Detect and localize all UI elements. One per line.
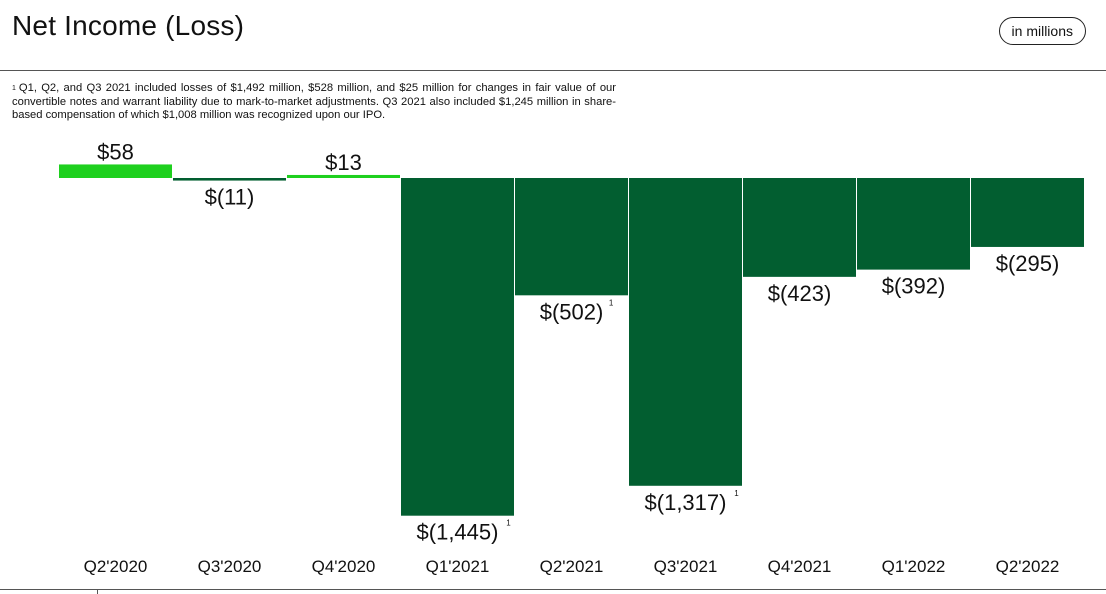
bar [629,178,742,486]
chart-title: Net Income (Loss) [12,10,245,41]
bar-value-label: $(502) [540,299,604,324]
bar-value-label: $(1,445) [417,520,499,545]
bar [173,178,286,181]
category-tick-label: Q3'2021 [654,557,718,576]
category-tick-label: Q2'2020 [84,557,148,576]
footnote-ref-marker: 1 [506,519,511,528]
bar-value-label: $58 [97,139,134,164]
footnote-ref-marker: 1 [734,489,739,498]
bar-value-label: $(423) [768,281,832,306]
bar-value-label: $13 [325,150,362,175]
category-tick-label: Q1'2021 [426,557,490,576]
bar [287,174,400,178]
category-tick-label: Q2'2021 [540,557,604,576]
bar [743,178,856,277]
footnote-ref-marker: 1 [609,298,614,307]
footer-divider [0,589,1106,590]
bar [971,178,1084,247]
bar [59,164,172,178]
footnote-marker: 1 [12,85,16,92]
category-tick-label: Q2'2022 [996,557,1060,576]
footer-tick [97,589,98,594]
category-tick-label: Q3'2020 [198,557,262,576]
category-tick-label: Q4'2021 [768,557,832,576]
bar [857,178,970,270]
bar-value-label: $(11) [205,185,255,210]
units-badge: in millions [998,17,1086,45]
header-divider [0,70,1106,71]
bar-value-label: $(295) [996,251,1060,276]
bar-value-label: $(1,317) [645,490,727,515]
footnote: 1 Q1, Q2, and Q3 2021 included losses of … [12,82,616,123]
category-tick-label: Q1'2022 [882,557,946,576]
bar [401,178,514,516]
footnote-text: Q1, Q2, and Q3 2021 included losses of $… [12,82,616,122]
bar [515,178,628,296]
category-tick-label: Q4'2020 [312,557,376,576]
bar-value-label: $(392) [882,274,946,299]
